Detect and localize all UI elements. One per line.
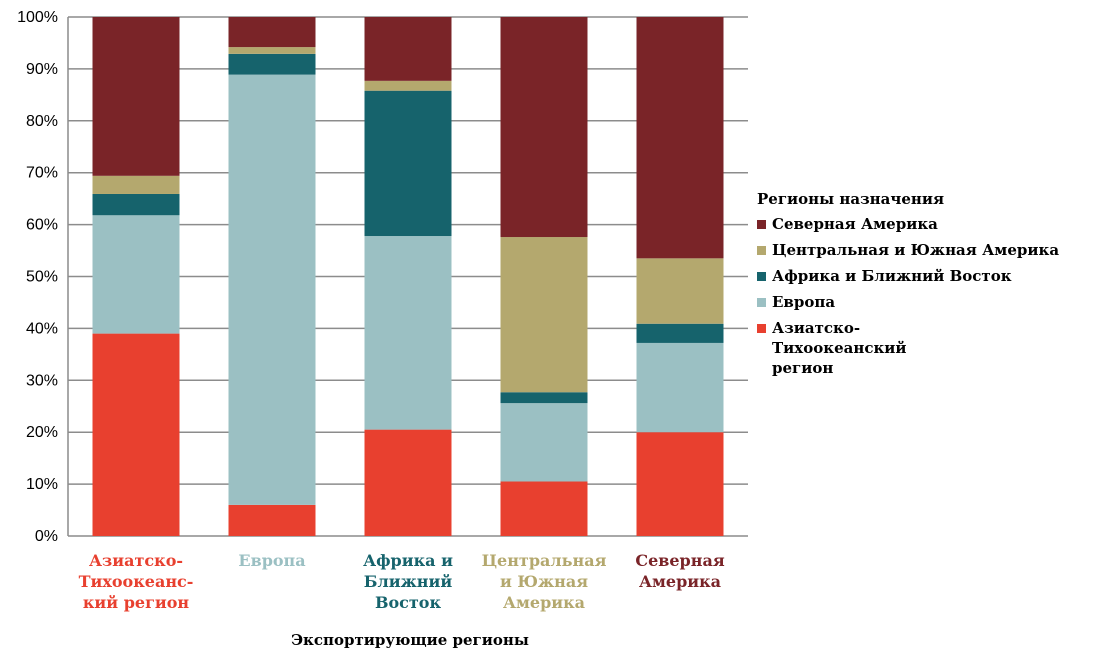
bar-segment (636, 258, 724, 324)
legend-label: Африка и Ближний Восток (772, 267, 1012, 285)
bar-segment (636, 17, 724, 259)
bar-segment (228, 53, 316, 75)
legend-label: Европа (772, 293, 836, 311)
y-tick-label: 40% (26, 320, 58, 337)
bar-segment (500, 403, 588, 482)
legend-item: Африка и Ближний Восток (757, 266, 1097, 286)
bar-segment (636, 432, 724, 536)
legend-item: Центральная и Южная Америка (757, 240, 1097, 260)
bar-segment (92, 215, 180, 334)
legend-swatch (757, 324, 766, 333)
bar-segment (92, 175, 180, 194)
bar-segment (228, 47, 316, 54)
bar-segment (636, 323, 724, 343)
bar-segment (364, 17, 452, 81)
legend-label: Северная Америка (772, 215, 938, 233)
x-tick-label: Европа (238, 551, 306, 570)
y-tick-label: 60% (26, 217, 58, 234)
legend-label: Азиатско-Тихоокеанский регион (772, 319, 907, 377)
bar-segment (364, 429, 452, 536)
bar-segment (500, 237, 588, 393)
y-tick-label: 20% (26, 424, 58, 441)
x-tick-label: Африка и Ближний Восток (363, 551, 453, 612)
bar-segment (92, 193, 180, 216)
legend-swatch (757, 298, 766, 307)
bar-segment (500, 17, 588, 238)
bar-segment (228, 504, 316, 536)
y-tick-label: 100% (17, 9, 58, 26)
bar-segment (364, 80, 452, 91)
bar-segment (364, 236, 452, 430)
x-tick-label: Азиатско- Тихоокеанс- кий регион (78, 551, 194, 612)
bar-segment (228, 74, 316, 505)
legend-item: Северная Америка (757, 214, 1097, 234)
legend-items: Северная Америка Центральная и Южная Амер… (757, 214, 1097, 378)
y-tick-label: 30% (26, 372, 58, 389)
bar-segment (500, 481, 588, 536)
legend-swatch (757, 246, 766, 255)
x-axis-title: Экспортирующие регионы (291, 631, 529, 649)
legend-title: Регионы назначения (757, 190, 945, 208)
y-tick-label: 90% (26, 61, 58, 78)
bar-segment (364, 90, 452, 237)
bar-segment (636, 342, 724, 433)
bar-segment (92, 333, 180, 536)
legend: Регионы назначения Северная Америка Центр… (757, 190, 1097, 384)
y-tick-label: 70% (26, 165, 58, 182)
y-tick-label: 50% (26, 269, 58, 286)
legend-swatch (757, 272, 766, 281)
bar-segment (228, 17, 316, 48)
legend-label: Центральная и Южная Америка (772, 241, 1060, 259)
legend-item: Европа (757, 292, 1097, 312)
bar-segment (92, 17, 180, 176)
y-tick-label: 0% (35, 528, 58, 545)
x-tick-label: Северная Америка (635, 551, 725, 591)
bar-segment (500, 392, 588, 404)
y-tick-label: 80% (26, 113, 58, 130)
legend-swatch (757, 220, 766, 229)
legend-item: Азиатско-Тихоокеанский регион (757, 318, 1097, 378)
x-tick-label: Центральная и Южная Америка (481, 551, 607, 612)
y-tick-label: 10% (26, 476, 58, 493)
